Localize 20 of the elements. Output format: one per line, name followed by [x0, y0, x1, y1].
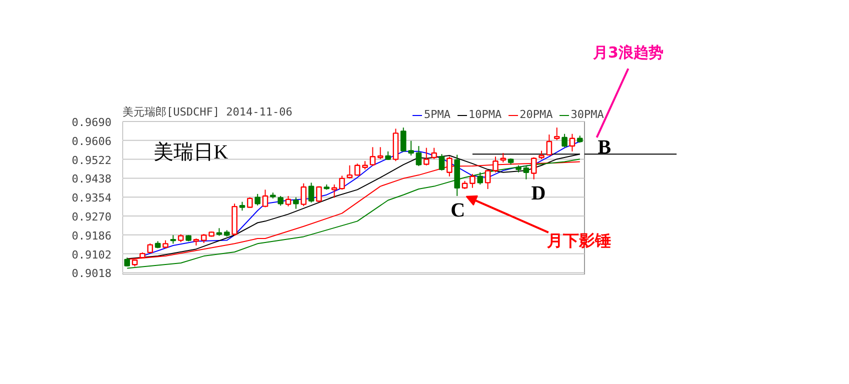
annotation: 月下影锤: [546, 230, 612, 250]
text: B: [598, 136, 612, 158]
legend-label: 20PMA: [520, 108, 553, 121]
y-tick-label: 0.9186: [72, 229, 112, 242]
y-tick-label: 0.9606: [72, 134, 112, 148]
legend-label: 30PMA: [570, 108, 604, 121]
annotation: 美瑞日K: [154, 140, 229, 164]
y-tick-label: 0.9270: [72, 210, 112, 224]
y-tick-label: 0.9690: [72, 116, 112, 129]
y-tick-label: 0.9102: [72, 248, 112, 262]
annotation: C: [450, 199, 466, 222]
legend-label: 10PMA: [468, 108, 502, 121]
y-tick-label: 0.9018: [72, 267, 112, 280]
legend-label: 5PMA: [424, 108, 450, 121]
text: 月3浪趋势: [592, 44, 664, 62]
y-tick-label: 0.9354: [72, 192, 112, 205]
y-tick-label: 0.9438: [72, 172, 112, 186]
y-tick-label: 0.9522: [72, 154, 112, 167]
chart-title: 美元瑞郎[USDCHF] 2014-11-06: [122, 106, 292, 118]
annotation: D: [531, 182, 546, 204]
